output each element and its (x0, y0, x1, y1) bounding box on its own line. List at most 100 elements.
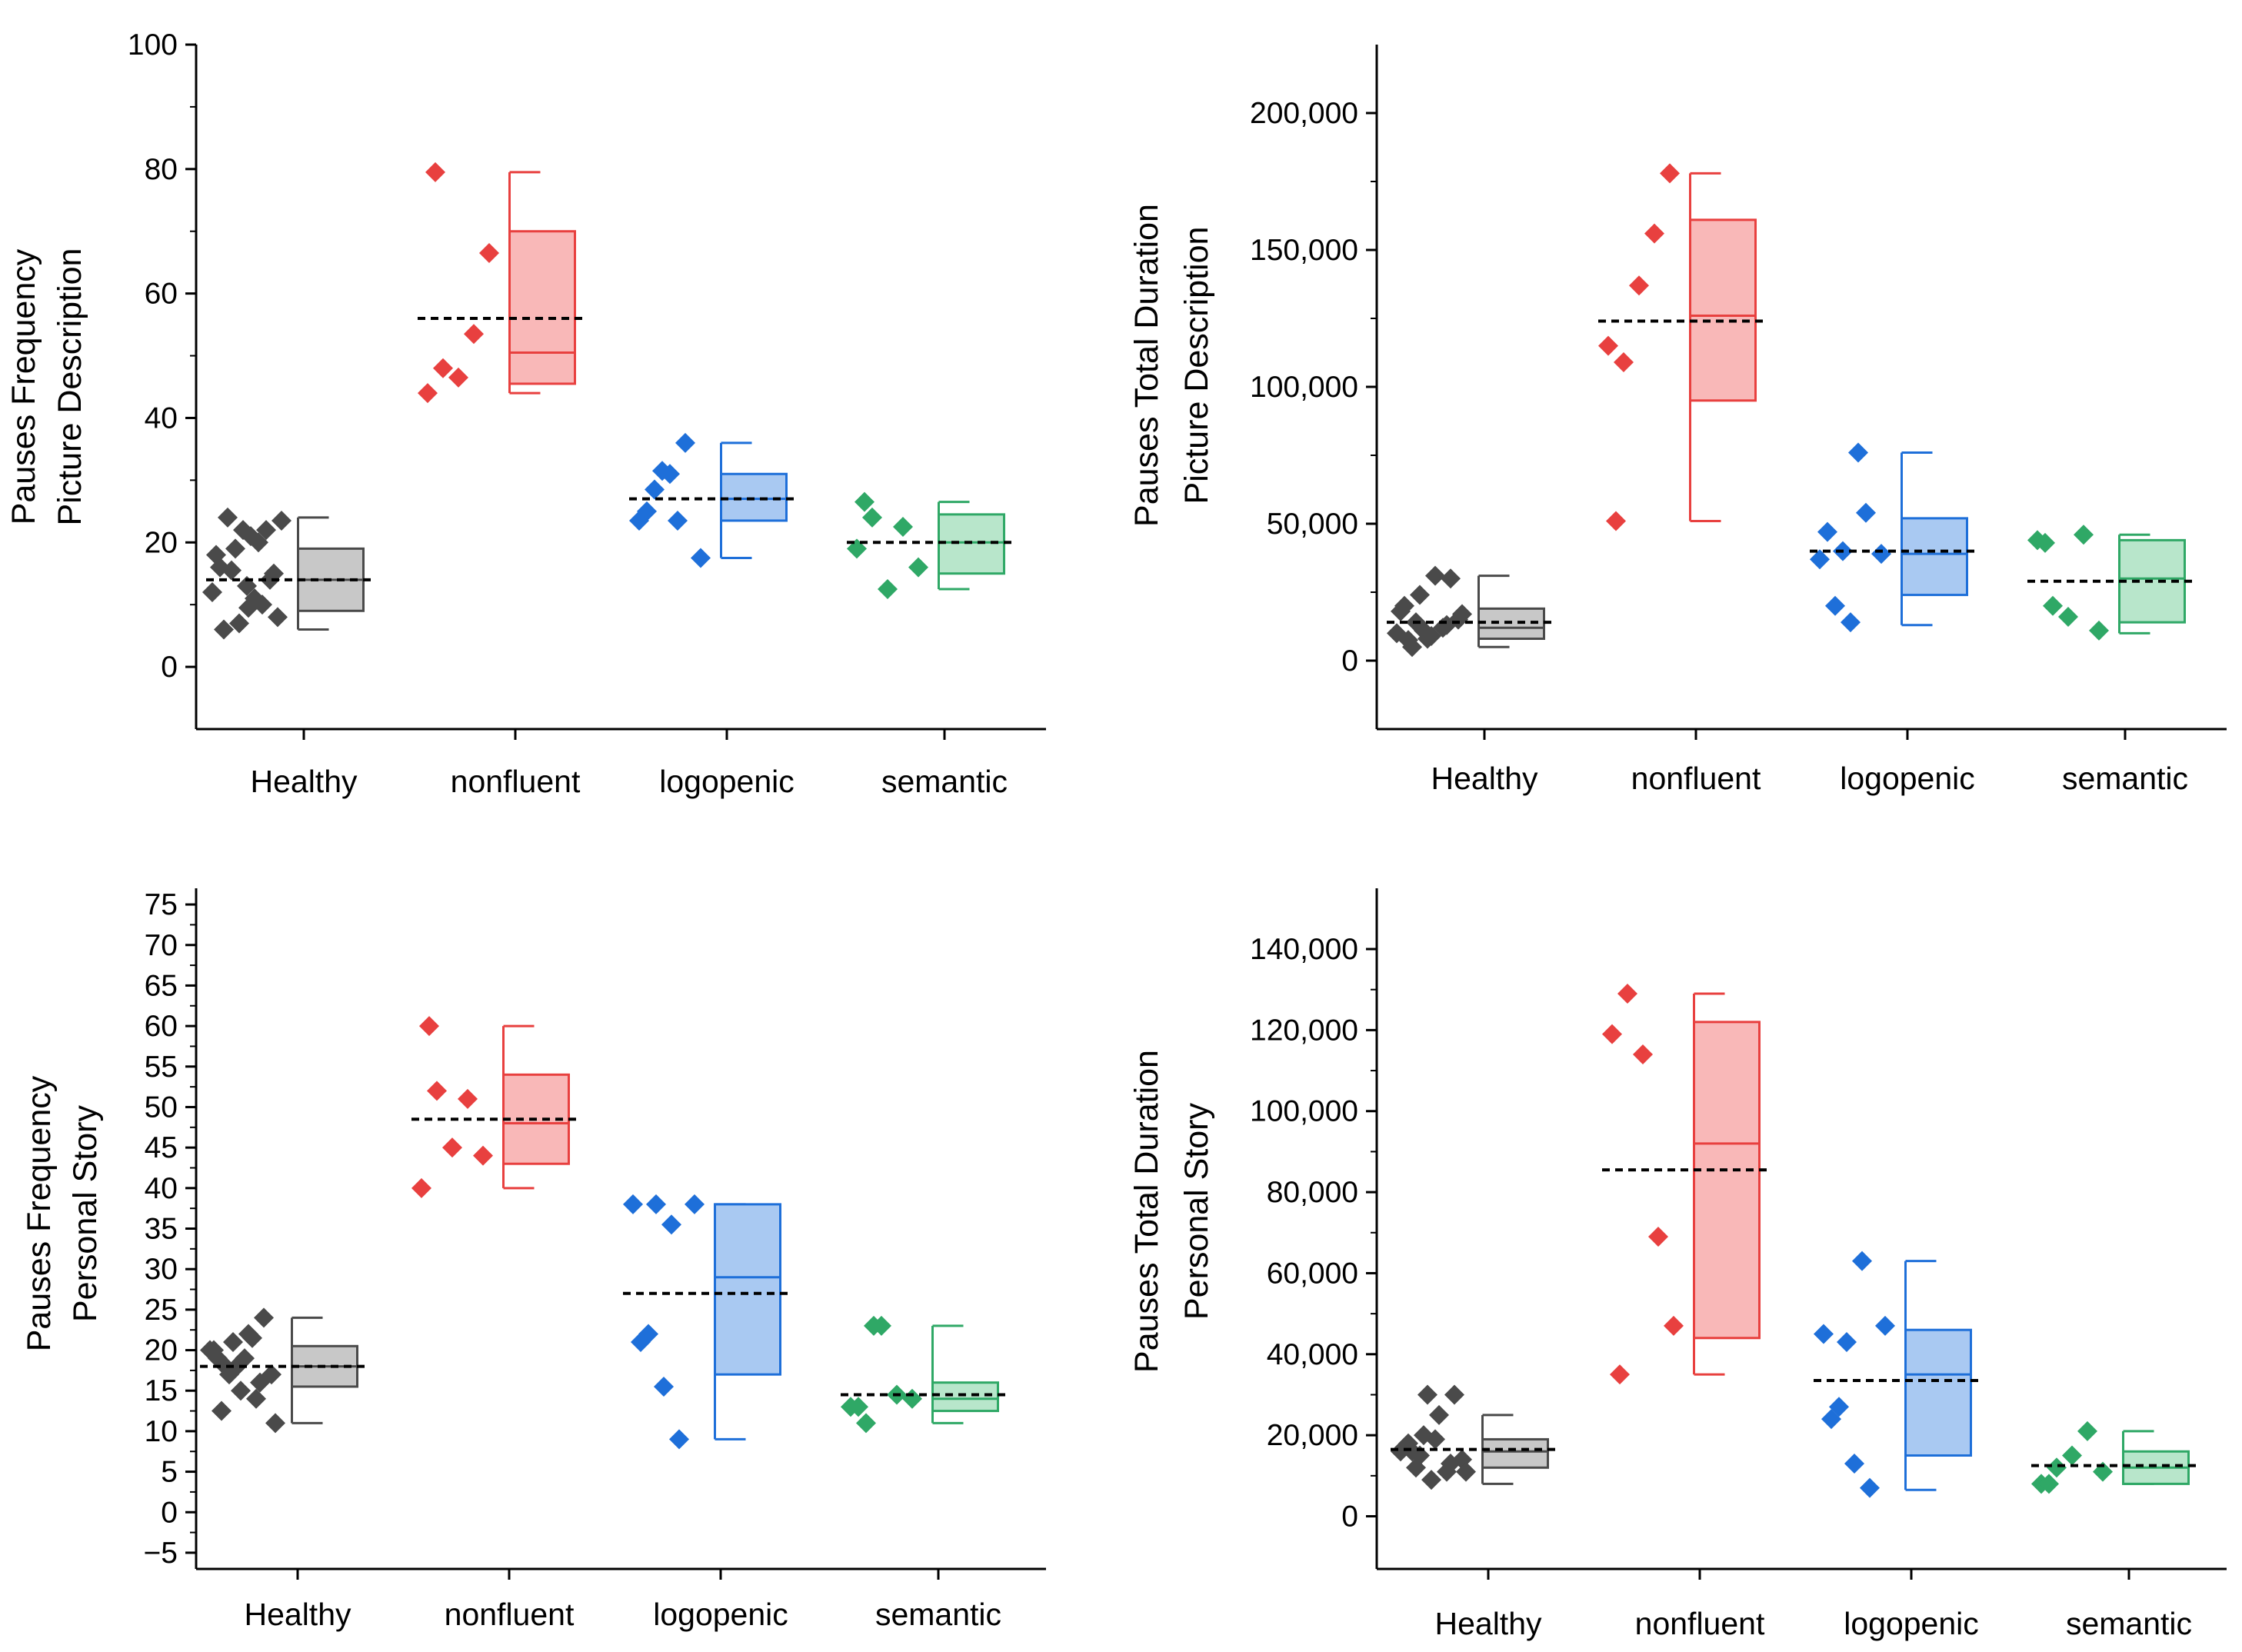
data-point-healthy (1402, 1441, 1422, 1462)
data-point-healthy (1425, 1429, 1445, 1450)
data-point-nonfluent (1598, 335, 1618, 356)
data-point-nonfluent (1664, 1315, 1684, 1336)
y-axis-title-line: Pauses Frequency (5, 248, 42, 525)
data-point-healthy (242, 1327, 262, 1348)
y-tick-label: 120,000 (1250, 1014, 1358, 1047)
x-tick-label: Healthy (1431, 761, 1538, 796)
data-point-healthy (1417, 1384, 1437, 1405)
data-point-logopenic (1844, 1454, 1864, 1474)
panel-pause-duration-story: 0 20,000 40,000 60,000 80,000 100,000 120,000 1… (1128, 888, 2227, 1641)
x-tick-label: semantic (2066, 1606, 2192, 1641)
data-point-nonfluent (1644, 223, 1664, 244)
box-logopenic (720, 472, 788, 522)
data-point-logopenic (645, 479, 665, 500)
box-semantic (931, 1381, 999, 1413)
data-point-healthy (204, 1340, 224, 1361)
y-tick-label: 40 (145, 1172, 178, 1205)
data-point-nonfluent (1648, 1227, 1668, 1247)
data-point-healthy (250, 1372, 270, 1393)
panel-pause-frequency-picture: 0 20 40 60 80 100 Pauses Frequency Picture Desc… (5, 28, 1046, 799)
data-point-semantic (893, 517, 913, 538)
data-point-logopenic (1856, 502, 1876, 523)
data-point-healthy (1414, 620, 1434, 641)
y-tick-label: 40 (145, 401, 178, 435)
data-point-healthy (1441, 1454, 1461, 1474)
data-point-healthy (1441, 568, 1461, 589)
y-tick-label: 0 (161, 1496, 178, 1529)
data-point-healthy (233, 520, 253, 541)
data-point-healthy (202, 582, 222, 602)
data-point-logopenic (1848, 442, 1868, 463)
data-point-semantic (2077, 1421, 2097, 1441)
data-point-logopenic (1871, 544, 1891, 565)
data-point-nonfluent (425, 162, 445, 182)
data-point-healthy (1456, 1461, 1476, 1482)
x-tick-label: Healthy (250, 764, 358, 799)
y-tick-label: 140,000 (1250, 933, 1358, 966)
data-point-nonfluent (458, 1088, 478, 1109)
y-tick-label: 45 (145, 1131, 178, 1164)
data-point-healthy (229, 613, 249, 634)
y-tick-label: 30 (145, 1253, 178, 1286)
data-point-healthy (231, 1381, 251, 1401)
box-nonfluent (1693, 1021, 1761, 1340)
data-point-healthy (1421, 1470, 1441, 1490)
data-point-healthy (272, 510, 291, 531)
y-axis-title-line: Picture Description (52, 248, 88, 526)
data-point-logopenic (1810, 549, 1830, 570)
x-tick-label: nonfluent (1631, 761, 1761, 796)
y-tick-label: 65 (145, 969, 178, 1002)
data-point-semantic (902, 1388, 922, 1409)
data-point-healthy (212, 1401, 232, 1421)
y-tick-label: 75 (145, 888, 178, 921)
y-tick-label: 100,000 (1250, 371, 1358, 404)
data-point-healthy (265, 1413, 285, 1434)
x-tick-label: semantic (875, 1597, 1001, 1632)
data-point-semantic (878, 578, 898, 599)
x-tick-label: semantic (2062, 761, 2188, 796)
y-tick-label: 0 (161, 651, 178, 684)
data-point-logopenic (669, 1429, 689, 1450)
data-point-healthy (1398, 630, 1418, 651)
y-tick-label: 50 (145, 1091, 178, 1124)
y-tick-label: 35 (145, 1213, 178, 1246)
data-point-healthy (1437, 615, 1457, 635)
panel-pause-duration-picture: 0 50,000 100,000 150,000 200,000 Pauses Total… (1128, 45, 2227, 796)
y-axis-title-line: Pauses Total Duration (1128, 1050, 1165, 1373)
data-point-logopenic (668, 510, 688, 531)
data-point-nonfluent (464, 324, 484, 345)
y-tick-label: 55 (145, 1051, 178, 1084)
y-tick-label: 200,000 (1250, 97, 1358, 130)
data-point-logopenic (654, 1376, 674, 1397)
data-point-logopenic (685, 1194, 705, 1214)
data-point-nonfluent (411, 1177, 431, 1198)
data-point-healthy (268, 607, 288, 628)
data-point-healthy (218, 507, 238, 528)
box-nonfluent (508, 230, 576, 385)
data-point-semantic (2047, 1457, 2067, 1478)
y-tick-label: 100,000 (1250, 1095, 1358, 1128)
data-point-healthy (214, 619, 234, 640)
y-tick-label: 5 (161, 1456, 178, 1489)
data-point-semantic (2039, 1474, 2059, 1494)
box-logopenic (1904, 1328, 1972, 1457)
data-point-logopenic (631, 1332, 651, 1352)
y-tick-label: 60 (145, 278, 178, 311)
box-semantic (938, 513, 1005, 575)
y-tick-label: 20 (145, 1334, 178, 1367)
data-point-semantic (854, 491, 874, 512)
data-point-semantic (2035, 532, 2055, 553)
data-point-nonfluent (448, 367, 468, 388)
x-tick-label: nonfluent (451, 764, 581, 799)
y-axis-title-line: Personal Story (67, 1104, 104, 1322)
data-point-healthy (225, 538, 245, 559)
data-point-nonfluent (1610, 1364, 1630, 1385)
data-point-healthy (256, 520, 276, 541)
data-point-nonfluent (1633, 1044, 1653, 1064)
y-tick-label: 40,000 (1267, 1338, 1358, 1371)
data-point-nonfluent (1614, 351, 1634, 372)
data-point-logopenic (1814, 1324, 1834, 1344)
x-tick-label: nonfluent (445, 1597, 575, 1632)
data-point-logopenic (623, 1194, 643, 1214)
data-point-semantic (2074, 525, 2094, 545)
